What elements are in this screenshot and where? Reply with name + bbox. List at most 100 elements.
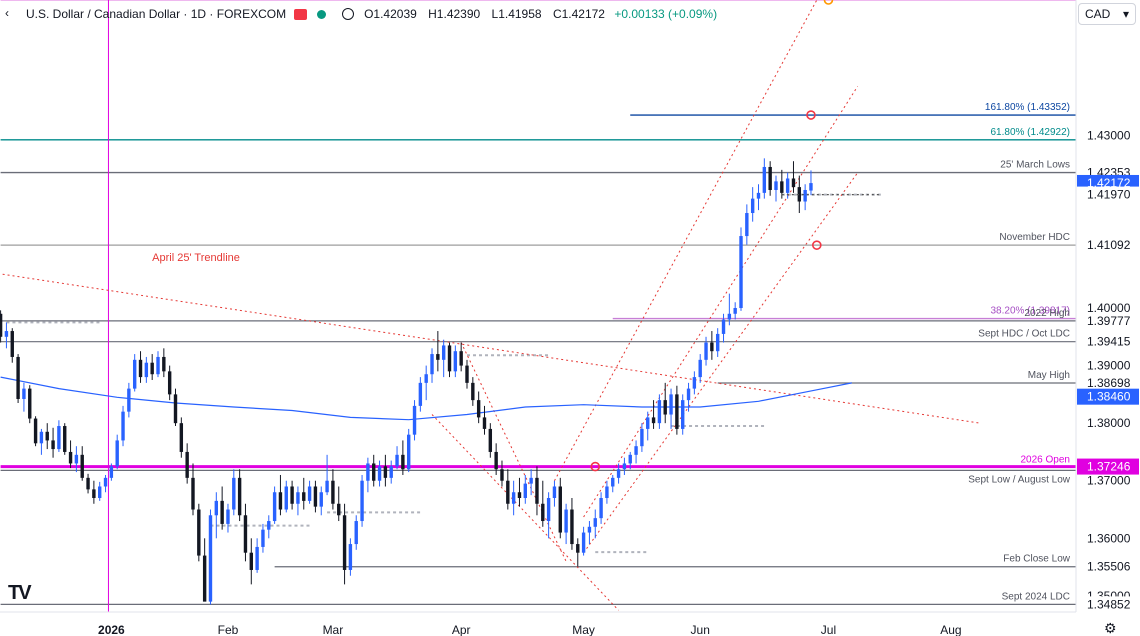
symbol-title[interactable]: U.S. Dollar / Canadian Dollar · 1D · FOR… [26, 7, 287, 21]
level-label: Sept HDC / Oct LDC [978, 329, 1070, 340]
time-tick-label: Jul [821, 623, 836, 636]
candle-body [115, 440, 119, 467]
time-tick-label: Mar [323, 623, 344, 636]
candle-body [127, 388, 131, 412]
candle-body [471, 382, 475, 401]
candle-body [45, 431, 49, 441]
candle-body [354, 521, 358, 545]
candle-body [16, 356, 20, 399]
level-label: November HDC [999, 232, 1070, 243]
price-badge-text: 1.42172 [1087, 176, 1131, 190]
trendline-label: April 25' Trendline [152, 252, 240, 264]
candle-body [296, 492, 300, 504]
candle-body [156, 356, 160, 375]
candle-body [476, 400, 481, 418]
level-label: Sept Low / August Low [968, 474, 1071, 485]
candle-body [465, 365, 469, 383]
candle-body [401, 454, 405, 470]
candle-body [39, 431, 44, 444]
candle-body [249, 552, 253, 570]
candle-body [599, 498, 603, 519]
candle-body [33, 418, 38, 444]
price-axis-badge: 1.41092 [1077, 237, 1139, 254]
back-arrow-icon[interactable]: ‹ [5, 6, 9, 20]
marker-circle [590, 461, 601, 472]
candle-body [98, 486, 102, 499]
eye-icon[interactable] [342, 8, 355, 20]
candle-body [686, 388, 691, 401]
candle-body [173, 394, 178, 424]
candle-body [267, 521, 271, 530]
candle-body [494, 451, 498, 470]
candle-body [319, 492, 323, 507]
marker-circle [811, 240, 822, 250]
price-badge-bg [1077, 237, 1139, 254]
plot-area [0, 0, 1076, 612]
time-tick-label: Apr [452, 623, 471, 636]
candle-body [541, 503, 545, 522]
candle-body [226, 509, 230, 524]
candle-body [191, 477, 195, 510]
price-tick-label: 1.37000 [1087, 474, 1131, 488]
candle-body [663, 400, 667, 415]
candle-body [307, 486, 312, 501]
candle-body [657, 400, 662, 424]
price-axis-badge: 1.38460 [1077, 388, 1139, 405]
chevron-down-icon: ▾ [1122, 7, 1129, 21]
candle-body [797, 187, 802, 202]
gear-icon[interactable]: ⚙ [1104, 620, 1117, 636]
market-status-icon [317, 9, 327, 19]
candle-body [377, 466, 382, 481]
candle-body [424, 374, 428, 383]
currency-select[interactable]: CAD ▾ [1078, 3, 1136, 25]
candle-body [372, 463, 376, 481]
time-tick-label: 2026 [98, 623, 125, 636]
open-value: O1.42039 [364, 7, 417, 21]
price-axis-badge: 1.39415 [1077, 333, 1139, 350]
candle-body [780, 181, 784, 193]
flag-icon[interactable] [294, 8, 308, 20]
candle-body [535, 477, 539, 504]
level-label: May High [1028, 370, 1070, 381]
candle-body [739, 236, 743, 309]
trendline [583, 86, 859, 518]
time-tick-label: May [572, 623, 595, 636]
close-value: C1.42172 [552, 7, 605, 21]
candle-body [395, 454, 399, 467]
candle-body [517, 492, 522, 499]
candle-body [593, 518, 597, 527]
candle-body [63, 426, 67, 452]
price-badge-text: 1.39415 [1087, 335, 1131, 349]
candle-body [10, 331, 14, 357]
candle-body [785, 178, 790, 193]
candle-body [418, 382, 423, 406]
candle-body [576, 544, 580, 553]
price-badge-bg [1077, 333, 1139, 350]
trendline [460, 342, 567, 562]
price-axis-badge: 1.35506 [1077, 558, 1139, 575]
candle-body [768, 166, 772, 190]
tradingview-logo: TV [8, 582, 32, 604]
level-label: Sept 2024 LDC [1002, 591, 1070, 602]
level-label: 161.80% (1.43352) [985, 102, 1070, 113]
candle-body [290, 486, 294, 504]
trendline [554, 0, 818, 481]
level-label: 38.20% (1.39817) [990, 306, 1070, 317]
change-value: +0.00133 (+0.09%) [614, 7, 718, 21]
candle-body [500, 469, 504, 481]
candle-body [803, 189, 807, 202]
candle-body [331, 480, 335, 504]
candle-body [447, 345, 452, 372]
candle-body [132, 359, 137, 389]
marker-circle [806, 110, 816, 120]
candle-body [150, 362, 154, 375]
candle-body [51, 440, 55, 450]
price-badge-bg [1077, 558, 1139, 575]
candle-body [348, 544, 353, 570]
price-axis-badge: 1.39777 [1077, 312, 1139, 329]
candle-body [558, 486, 562, 533]
level-label: 61.80% (1.42922) [990, 127, 1070, 138]
trendline [431, 414, 619, 611]
